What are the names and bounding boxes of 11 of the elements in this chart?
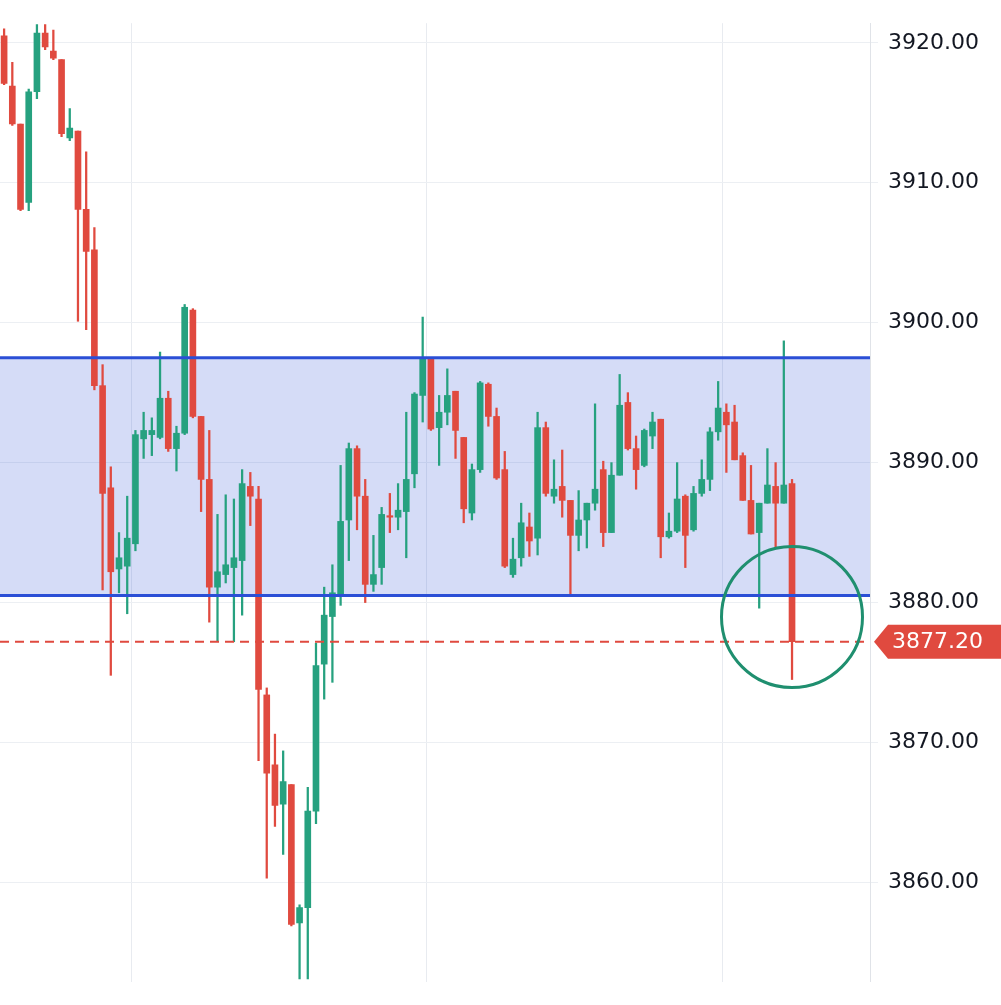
y-tick-label: 3910.00: [888, 168, 979, 194]
y-tick-label: 3860.00: [888, 868, 979, 894]
y-tick-label: 3890.00: [888, 448, 979, 474]
y-tick-label: 3880.00: [888, 588, 979, 614]
candlestick: [526, 512, 533, 557]
y-tick-label: 3870.00: [888, 728, 979, 754]
y-tick-label: 3900.00: [888, 308, 979, 334]
ref-line-label: 3877.20: [892, 628, 983, 654]
candlestick: [370, 535, 377, 592]
candlestick: [772, 462, 779, 549]
y-tick-label: 3920.00: [888, 28, 979, 54]
